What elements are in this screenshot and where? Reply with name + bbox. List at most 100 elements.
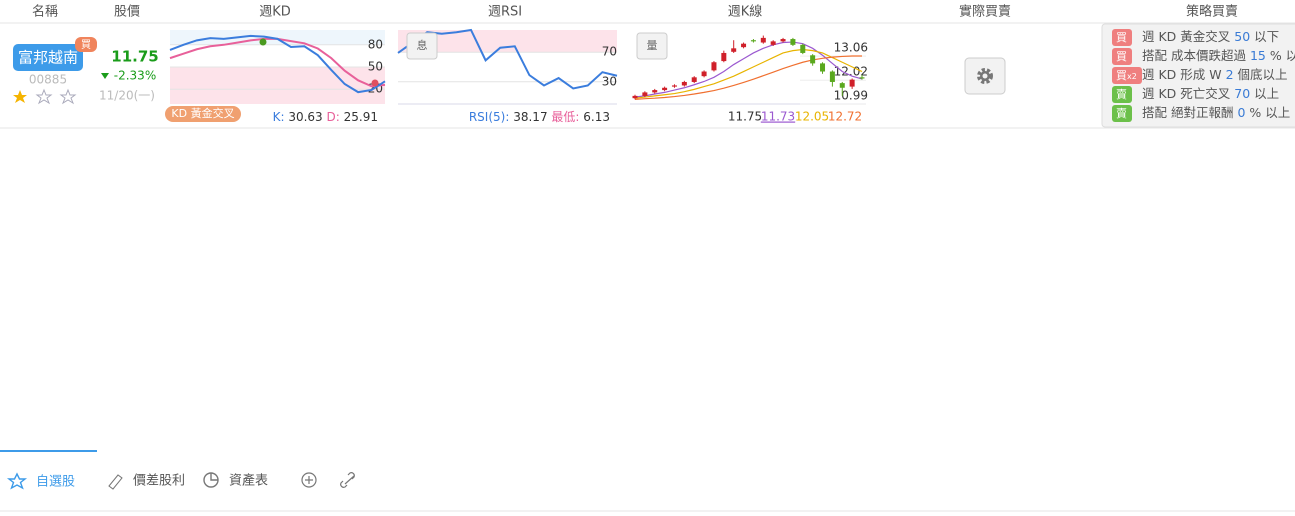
strategy-badge: [1112, 29, 1132, 46]
strategy-badge-text: 賣: [1116, 106, 1127, 120]
y-tick-label: 50: [368, 60, 383, 74]
badge-label: 賣: [1116, 106, 1127, 120]
y-tick-label: 70: [602, 45, 617, 59]
strategy-badge-text: 買: [1116, 31, 1127, 44]
col-header: 實際買賣: [959, 4, 1011, 20]
candle-body: [662, 87, 668, 91]
candle-body: [721, 52, 727, 62]
rule-suffix: % 以上: [1249, 105, 1290, 120]
k-label: K:: [273, 110, 285, 124]
candle-body: [760, 37, 766, 43]
strategy-badge: [1112, 86, 1132, 103]
cross-dot: [259, 38, 267, 46]
rsi-readout: RSI(5): 38.17 最低: 6.13: [469, 110, 610, 124]
badge-text: 買: [81, 39, 91, 51]
gear-icon: [977, 68, 993, 84]
tab[interactable]: 資產表: [229, 473, 268, 489]
strategy-badge: [1112, 48, 1132, 65]
candle-body: [859, 77, 865, 79]
kd-signal-text: KD 黃金交叉: [171, 106, 234, 120]
col-header: 週RSI: [488, 5, 522, 20]
ma-value: 12.05: [795, 110, 829, 124]
change: -2.33%: [114, 69, 156, 83]
rule-suffix: 以上: [1254, 86, 1279, 101]
tab-icon: [6, 472, 28, 490]
candle-body: [671, 85, 677, 87]
add-icon: [305, 476, 313, 484]
candle-body: [731, 48, 737, 52]
strategy-panel: [1101, 23, 1295, 128]
star[interactable]: [13, 90, 27, 103]
candle-body: [780, 39, 786, 42]
rule-number: 70: [1234, 86, 1250, 101]
ma-value[interactable]: 11.73: [761, 110, 795, 124]
col-header: 策略買賣: [1186, 4, 1238, 20]
stock-name-button[interactable]: [13, 44, 83, 71]
series-line: [634, 55, 862, 100]
oversold-zone: [170, 67, 385, 104]
ma-value: 12.72: [828, 110, 862, 124]
candle-body: [770, 41, 776, 45]
cross-dot: [371, 79, 379, 87]
gear-icon: [982, 73, 988, 79]
tab[interactable]: 價差股利: [133, 474, 185, 489]
stock-code: 00885: [29, 73, 67, 87]
candle-body: [711, 62, 717, 71]
rule-text: 搭配 成本價跌超過: [1142, 48, 1246, 63]
strategy-badge-text: 買: [1116, 50, 1127, 63]
candle-body: [642, 92, 648, 96]
candle-body: [741, 43, 747, 48]
date: 11/20(一): [99, 89, 155, 103]
strategy-text: 週 KD 黃金交叉 50 以下: [1142, 29, 1279, 44]
rule-number: 50: [1234, 29, 1250, 44]
rule-text: 週 KD 形成 W: [1142, 67, 1222, 82]
strategy-badge: [1112, 67, 1142, 84]
down-arrow: [101, 73, 109, 79]
kline-close: 11.75: [728, 110, 762, 124]
col-header: 股價: [114, 5, 140, 20]
candle-body: [829, 71, 835, 82]
candle-body: [810, 55, 816, 64]
candle-body: [800, 44, 806, 53]
tab[interactable]: 自選股: [36, 475, 75, 490]
strategy-text: 週 KD 形成 W 2 個底以上: [1142, 67, 1288, 82]
candle-body: [691, 77, 697, 82]
chart-button[interactable]: [636, 32, 668, 60]
rule-number: 0: [1237, 105, 1245, 120]
candle-body: [701, 71, 707, 77]
tab-icon: [108, 474, 123, 490]
badge-note: x2: [1127, 72, 1137, 81]
rule-text: 週 KD 黃金交叉: [1142, 29, 1231, 44]
stock-name[interactable]: 富邦越南: [18, 49, 78, 67]
col-header: 週KD: [259, 5, 291, 20]
star[interactable]: [35, 88, 53, 105]
kd-readout: K: 30.63 D: 25.91: [273, 110, 378, 124]
rsi-low-label: 最低:: [551, 110, 579, 124]
y-tick-label: 12.02: [834, 65, 868, 79]
series-line: [634, 41, 863, 98]
add-button[interactable]: [301, 472, 317, 488]
y-tick-label: 13.06: [834, 41, 868, 55]
strategy-text: 搭配 成本價跌超過 15 % 以上: [1142, 48, 1295, 63]
link-button[interactable]: [340, 472, 355, 488]
col-header: 名稱: [32, 4, 58, 20]
candle-body: [849, 79, 855, 87]
rsi-label: RSI(5):: [469, 110, 510, 124]
badge-label: 買: [1116, 50, 1127, 63]
badge-label: 買: [1116, 69, 1127, 82]
candle-body: [820, 63, 826, 72]
y-tick-label: 30: [602, 74, 617, 88]
overbought-zone: [170, 30, 385, 45]
chart-button[interactable]: [406, 32, 438, 60]
strategy-text: 搭配 絕對正報酬 0 % 以上: [1142, 105, 1290, 120]
series-line: [169, 34, 386, 94]
candle-body: [632, 95, 638, 99]
badge-label: 買: [1116, 31, 1127, 44]
star[interactable]: [59, 88, 77, 105]
d-label: D:: [327, 110, 340, 124]
strategy-badge-text: 買x2: [1116, 69, 1137, 82]
rsi-low-value: 6.13: [583, 110, 610, 124]
rule-suffix: 個底以上: [1238, 67, 1288, 82]
